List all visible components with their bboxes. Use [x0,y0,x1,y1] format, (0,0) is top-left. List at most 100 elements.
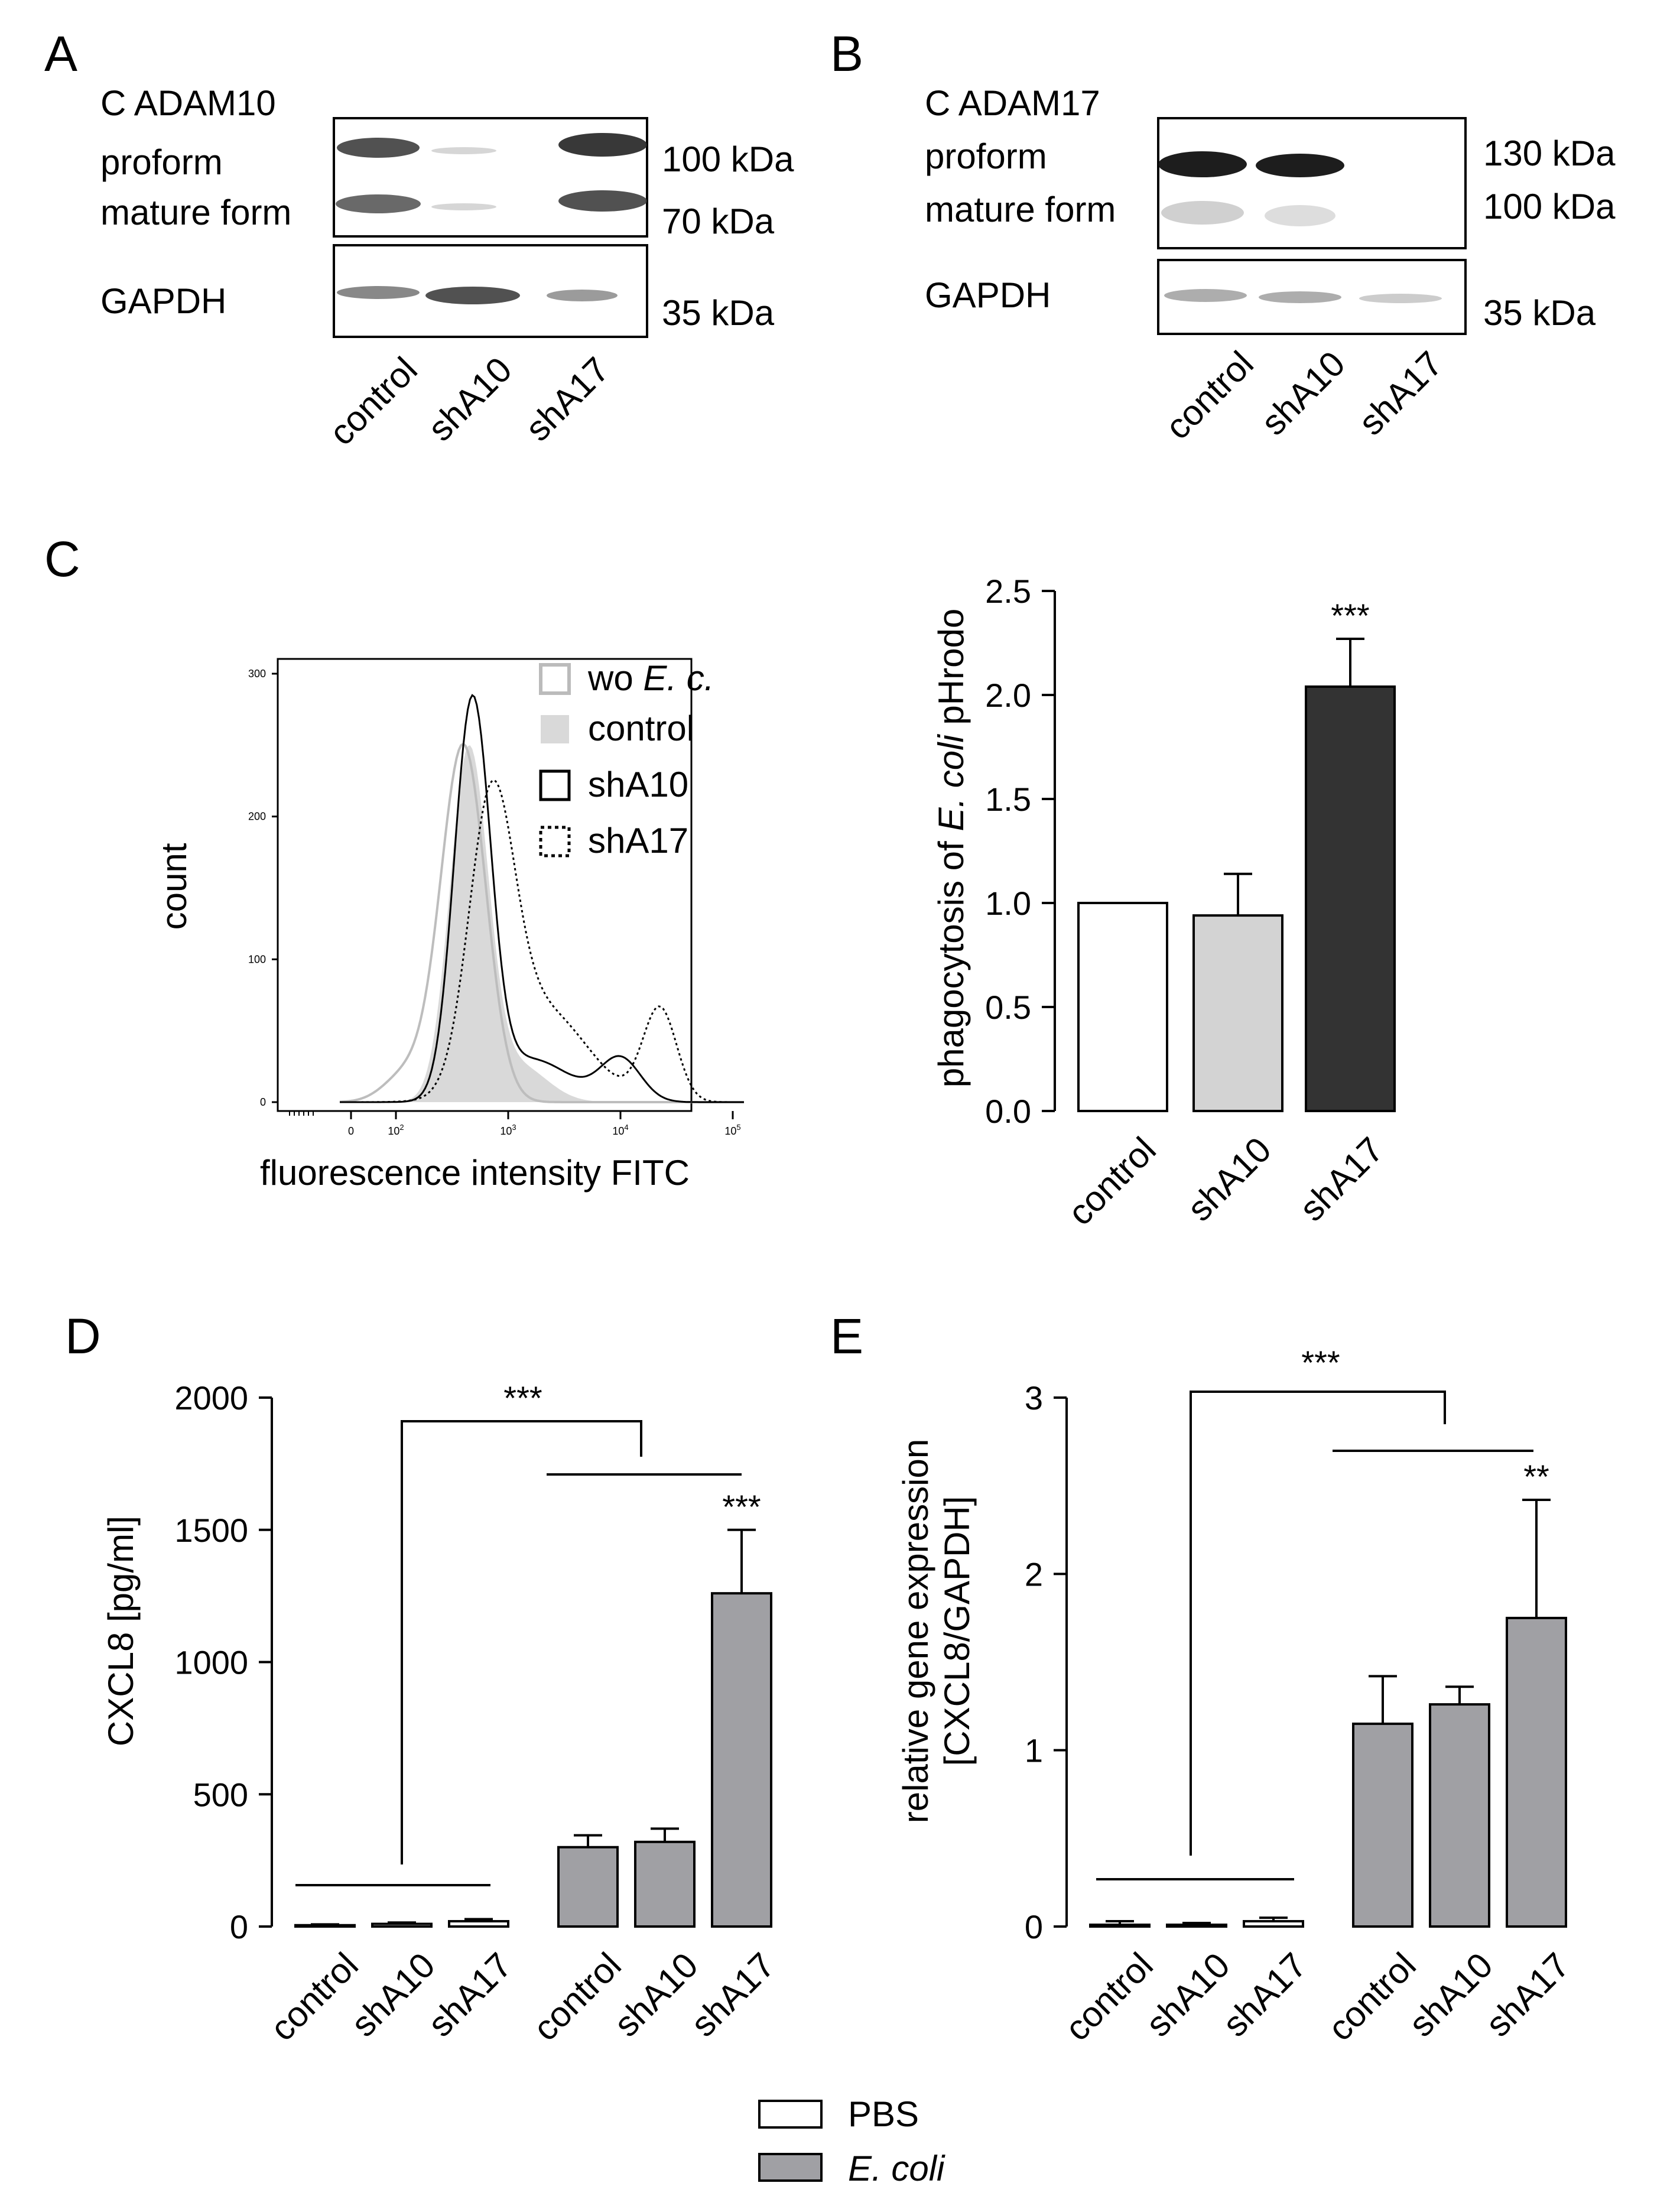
panel-c-label: C [44,531,80,587]
x-tick-label: shA10 [343,1945,443,2045]
blot-b-gapdh [1157,259,1467,335]
significance-label: *** [722,1488,761,1525]
panel-a-row-label: C ADAM10 [100,83,276,123]
x-tick-label: 102 [388,1123,404,1137]
significance-label: ** [1523,1458,1549,1495]
legend-label: shA17 [588,821,688,860]
significance-label: *** [503,1379,542,1417]
x-tick-label: shA17 [1215,1945,1314,2045]
y-axis-label: phagocytosis of E. coli pHrodo [931,609,971,1087]
x-tick-label: control [1320,1945,1424,2049]
bar-chart-c: 0.0 0.5 1.0 1.5 2.0 2.5 control shA10 shA17 *** [985,573,1396,1233]
bar [1077,902,1168,1112]
y-axis-label: count [154,843,194,930]
kda-label: 70 kDa [662,202,775,241]
y-axis-label: [CXCL8/GAPDH] [937,1496,977,1766]
y-tick-label: 500 [193,1776,248,1813]
bar [634,1840,696,1928]
x-tick-label: shA10 [1138,1945,1237,2045]
x-tick-label: shA10 [606,1945,706,2045]
y-tick-label: 0 [1025,1908,1043,1945]
lane-label: shA17 [518,350,617,449]
group-legend: PBS E. coli [758,2094,945,2188]
x-tick-label: control [1057,1945,1161,2049]
y-tick-label: 200 [248,811,266,823]
y-axis-label: relative gene expression [896,1439,935,1823]
bar [1192,914,1283,1112]
y-tick-label: 2.0 [985,677,1031,714]
x-tick-label: 105 [724,1123,740,1137]
panel-a-row-label: mature form [100,193,291,232]
significance-bracket [401,1420,642,1864]
bar [1352,1722,1413,1928]
kda-label: 130 kDa [1483,134,1616,173]
y-tick-label: 1.0 [985,885,1031,922]
x-tick-label: shA17 [420,1945,519,2045]
kda-label: 100 kDa [662,139,794,179]
series-sha17 [340,779,744,1103]
x-tick-label: control [1060,1130,1164,1233]
y-tick-label: 1 [1025,1732,1043,1769]
legend-label: PBS [848,2094,919,2134]
x-tick-label: control [262,1945,366,2049]
x-tick-label: shA17 [683,1945,782,2045]
y-axis-label: CXCL8 [pg/ml] [101,1516,141,1746]
blot-a-top [333,117,648,238]
y-tick-label: 3 [1025,1379,1043,1417]
y-tick-label: 0 [230,1908,248,1945]
panel-a-label: A [44,26,77,82]
bar [1243,1920,1304,1928]
bar [1166,1924,1227,1928]
blot-b-top [1157,117,1467,249]
bar [1089,1924,1151,1928]
y-tick-label: 1500 [174,1512,248,1549]
bar [448,1920,509,1928]
lane-label: shA10 [420,350,519,449]
panel-a-row-label: proform [100,142,223,182]
y-tick-label: 1000 [174,1644,248,1681]
legend-label: control [588,709,694,748]
y-tick-label: 100 [248,953,266,965]
bar [371,1922,433,1928]
y-tick-label: 2000 [174,1379,248,1417]
x-tick-label: 0 [348,1125,354,1137]
blot-a-gapdh [333,244,648,338]
kda-label: 100 kDa [1483,187,1616,226]
x-tick-label: shA10 [1401,1945,1500,2045]
panel-b-row-label: C ADAM17 [925,83,1100,123]
series-wo-ec [339,742,744,1103]
panel-b-row-label: mature form [925,190,1116,229]
panel-b-label: B [830,26,863,82]
legend-label: wo E. c. [587,658,714,698]
x-tick-label: 103 [500,1123,516,1137]
x-tick-label: shA17 [1292,1130,1391,1229]
x-tick-label: 104 [612,1123,628,1137]
legend-label: E. coli [848,2149,945,2188]
significance-bracket [1190,1391,1446,1856]
y-tick-label: 2.5 [985,573,1031,610]
bar [557,1846,619,1928]
bar [1429,1703,1490,1928]
significance-label: *** [1331,597,1369,634]
y-tick-label: 0 [260,1096,266,1108]
panel-e-label: E [830,1308,863,1364]
bar [1305,685,1396,1113]
panel-b-row-label: proform [925,137,1047,176]
significance-label: *** [1301,1344,1340,1381]
kda-label: 35 kDa [662,293,775,333]
panel-a-row-label: GAPDH [100,281,226,321]
x-tick-label: control [525,1945,629,2049]
y-tick-label: 300 [248,668,266,680]
panel-d-label: D [65,1308,101,1364]
panel-b-row-label: GAPDH [925,275,1051,315]
histogram-plot: 0 100 200 300 0 102 103 104 105 [248,658,744,1137]
bar [294,1924,356,1928]
lane-label: control [1158,344,1261,447]
lane-label: shA10 [1253,344,1353,443]
y-tick-label: 0.5 [985,989,1031,1026]
x-tick-label: shA17 [1478,1945,1577,2045]
x-tick-label: shA10 [1179,1130,1279,1229]
